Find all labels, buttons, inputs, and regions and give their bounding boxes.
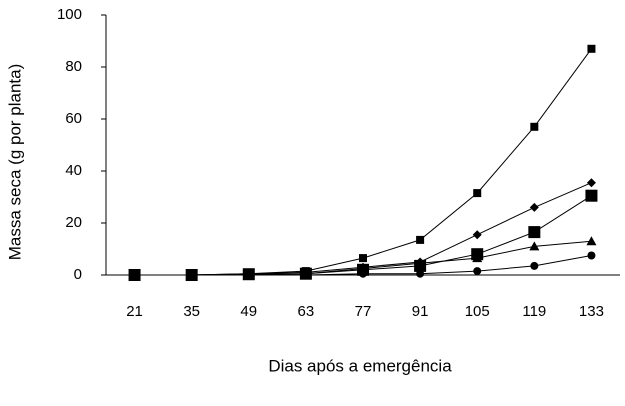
x-tick-label: 91 [412,303,429,320]
x-tick-label: 63 [298,303,315,320]
y-tick-label: 60 [65,110,82,127]
marker [416,269,425,278]
marker [530,261,539,270]
marker [529,202,539,212]
marker [585,189,598,202]
marker [587,44,596,53]
y-tick-label: 40 [65,162,82,179]
y-tick-label: 20 [65,214,82,231]
marker [530,122,539,131]
x-tick-label: 35 [183,303,200,320]
marker [586,236,597,246]
y-axis-title: Massa seca (g por planta) [5,64,24,261]
x-tick-label: 133 [579,303,604,320]
x-tick-label: 105 [465,303,490,320]
marker [528,226,541,239]
marker [359,254,367,263]
marker [587,251,596,260]
x-tick-label: 119 [522,303,546,320]
marker [358,263,368,273]
marker [473,189,482,198]
marker [187,271,196,279]
marker [472,253,483,263]
marker [586,178,596,188]
series-line [134,48,592,276]
x-tick-label: 49 [240,303,257,320]
marker [301,271,310,279]
marker [529,241,540,251]
marker [415,258,426,268]
y-tick-label: 0 [74,266,82,283]
x-tick-label: 21 [126,303,143,320]
x-tick-label: 77 [355,303,372,320]
y-tick-label: 100 [57,6,82,23]
y-tick-label: 80 [65,58,82,75]
marker [359,269,367,278]
marker [130,271,139,279]
marker [472,230,482,240]
marker [416,235,425,244]
marker [473,267,482,276]
x-axis-title: Dias após a emergência [268,356,452,375]
marker [244,271,253,279]
